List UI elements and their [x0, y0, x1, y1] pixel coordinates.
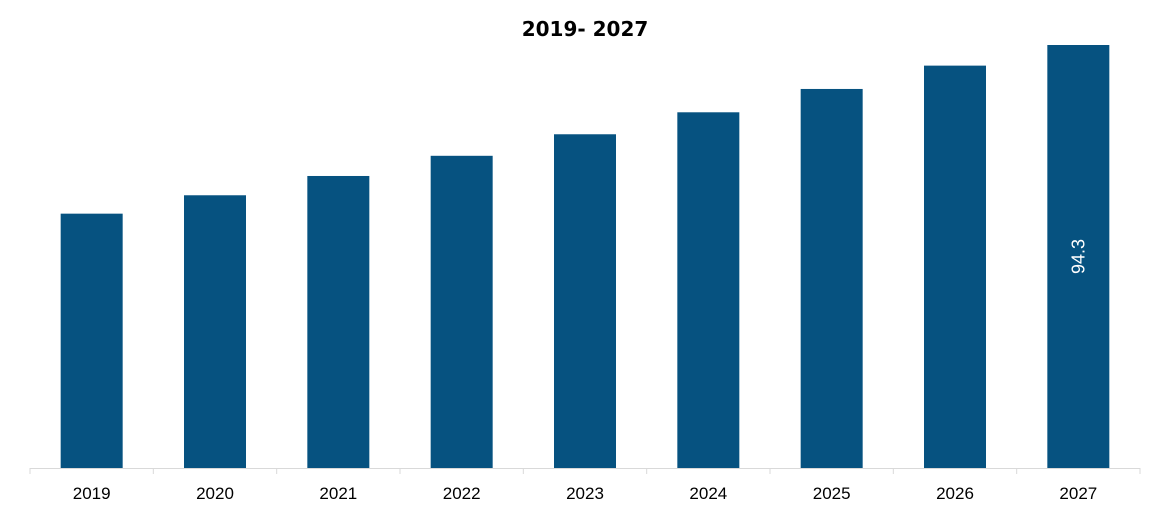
x-tick-label-2023: 2023	[566, 484, 604, 503]
x-axis	[29, 468, 1141, 474]
x-tick-label-2022: 2022	[443, 484, 481, 503]
x-tick-label-2021: 2021	[319, 484, 357, 503]
x-tick-label-2025: 2025	[813, 484, 851, 503]
x-tick-label-2027: 2027	[1059, 484, 1097, 503]
bars-group	[60, 45, 1110, 469]
bar-2022	[430, 155, 493, 469]
bar-2023	[554, 134, 616, 468]
bar-2024	[677, 112, 740, 468]
chart-title: 2019- 2027	[522, 17, 649, 41]
bar-2021	[307, 175, 370, 469]
x-tick-label-2026: 2026	[936, 484, 974, 503]
x-tick-label-2019: 2019	[73, 484, 111, 503]
bar-2019	[60, 213, 123, 468]
x-tick-labels: 2019 2020 2021 2022 2023 2024 2025 2026 2027	[73, 484, 1097, 503]
x-tick-label-2024: 2024	[689, 484, 727, 503]
bar-2025	[800, 88, 863, 469]
bar-2027	[1047, 45, 1110, 468]
data-label-2027: 94.3	[1068, 239, 1088, 274]
bar-2026	[924, 65, 986, 468]
bar-2020	[184, 195, 246, 468]
x-tick-label-2020: 2020	[196, 484, 234, 503]
data-labels: 94.3	[1068, 239, 1088, 274]
